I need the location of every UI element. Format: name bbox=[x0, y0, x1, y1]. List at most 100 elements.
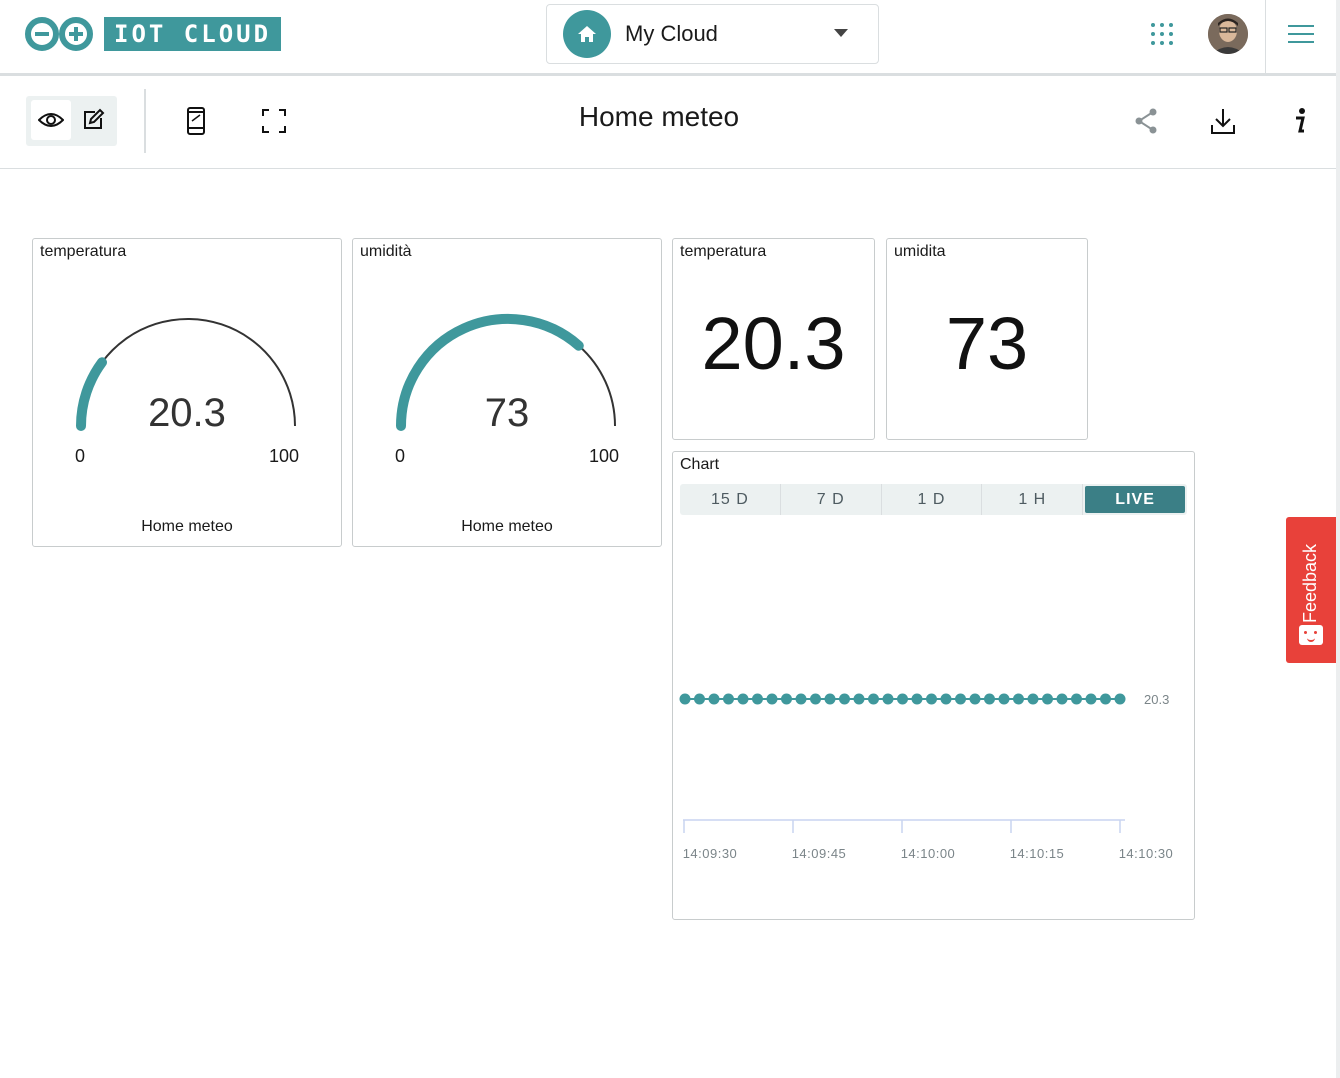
chart-data-point bbox=[1100, 693, 1111, 705]
mobile-view-button[interactable] bbox=[182, 107, 210, 135]
chart-data-point bbox=[1071, 693, 1082, 705]
chart-data-point bbox=[853, 693, 865, 705]
gauge-min-label: 0 bbox=[75, 446, 86, 466]
top-header: IOT CLOUD My Cloud bbox=[0, 0, 1340, 76]
eye-icon bbox=[38, 113, 64, 127]
value-display: 20.3 bbox=[701, 302, 846, 385]
download-button[interactable] bbox=[1209, 107, 1237, 135]
value-display: 73 bbox=[945, 302, 1029, 385]
chart-data-point bbox=[984, 693, 995, 705]
arduino-logo[interactable]: IOT CLOUD bbox=[24, 16, 282, 52]
toolbar-divider bbox=[144, 89, 146, 153]
chart-x-tick-label: 14:10:15 bbox=[1010, 846, 1065, 861]
tab-7d[interactable]: 7 D bbox=[781, 484, 882, 515]
chart-data-point bbox=[781, 693, 792, 705]
chart-data-point bbox=[1114, 693, 1126, 705]
gauge-widget-humidity[interactable]: umidità 73 0 100 Home meteo bbox=[352, 238, 662, 547]
chart-data-point bbox=[737, 693, 749, 705]
gauge-widget-temperature[interactable]: temperatura 20.3 0 100 Home meteo bbox=[32, 238, 342, 547]
chart-data-point bbox=[708, 693, 720, 705]
chart-data-point bbox=[723, 693, 734, 705]
chart-data-point bbox=[694, 693, 705, 705]
widget-label: umidita bbox=[894, 243, 946, 260]
gauge-temperature-arc bbox=[75, 317, 296, 431]
chart-widget[interactable]: 14:09:30 14:09:45 14:10:00 14:10:15 14:10:30… bbox=[672, 451, 1195, 920]
chart-data-point bbox=[752, 693, 763, 705]
share-icon bbox=[1135, 108, 1157, 134]
dashboard-title: Home meteo bbox=[578, 101, 740, 132]
gauge-max-label: 100 bbox=[268, 446, 299, 466]
gauge-max-label: 100 bbox=[588, 446, 619, 466]
fullscreen-icon bbox=[262, 109, 286, 133]
widget-label: umidità bbox=[360, 243, 412, 260]
chart-data-point bbox=[868, 693, 879, 705]
widget-label: temperatura bbox=[680, 243, 767, 260]
chart-last-value-label: 20.3 bbox=[1144, 692, 1169, 707]
chart-data-point bbox=[897, 693, 908, 705]
value-widget-humidity[interactable]: umidita 73 bbox=[886, 238, 1088, 440]
mobile-icon bbox=[187, 107, 205, 135]
tab-15d[interactable]: 15 D bbox=[680, 484, 781, 515]
chart-x-tick-label: 14:09:30 bbox=[683, 846, 738, 861]
chart-data-point bbox=[1056, 693, 1068, 705]
time-range-tabs: 15 D 7 D 1 D 1 H LIVE bbox=[680, 484, 1187, 515]
apps-grid-icon[interactable] bbox=[1150, 22, 1174, 46]
feedback-tab[interactable]: Feedback bbox=[1286, 517, 1336, 663]
feedback-face-icon bbox=[1299, 625, 1323, 645]
header-divider bbox=[1265, 0, 1266, 73]
view-mode-button[interactable] bbox=[31, 100, 71, 140]
space-name: My Cloud bbox=[625, 21, 718, 46]
caret-down-icon bbox=[834, 29, 848, 37]
chart-data-point bbox=[882, 693, 894, 705]
edit-icon bbox=[84, 108, 105, 129]
chart-data-point bbox=[824, 693, 836, 705]
chart-data-point bbox=[766, 693, 778, 705]
chart-data-point bbox=[926, 693, 937, 705]
gauge-value: 73 bbox=[484, 391, 530, 435]
gauge-humidity-arc bbox=[396, 313, 617, 431]
tab-1h[interactable]: 1 H bbox=[982, 484, 1084, 515]
view-edit-toggle bbox=[26, 96, 117, 146]
tab-live[interactable]: LIVE bbox=[1085, 486, 1185, 513]
share-button[interactable] bbox=[1132, 107, 1160, 135]
info-icon bbox=[1296, 108, 1305, 133]
download-icon bbox=[1211, 109, 1235, 134]
chart-data-point bbox=[810, 693, 821, 705]
gauge-min-label: 0 bbox=[395, 446, 406, 466]
widget-label: temperatura bbox=[40, 243, 127, 260]
hamburger-menu-icon[interactable] bbox=[1288, 24, 1314, 44]
chart-data-point bbox=[795, 693, 807, 705]
value-widget-temperature[interactable]: temperatura 20.3 bbox=[672, 238, 875, 440]
chart-data-point bbox=[839, 693, 850, 705]
scrollbar-edge bbox=[1336, 0, 1340, 1078]
chart-data-point bbox=[1085, 693, 1097, 705]
avatar[interactable] bbox=[1208, 14, 1248, 54]
gauge-fill bbox=[75, 357, 107, 431]
chart-x-tick-label: 14:10:30 bbox=[1119, 846, 1174, 861]
gauge-fill bbox=[396, 313, 584, 431]
space-selector[interactable]: My Cloud bbox=[546, 4, 879, 64]
chart-data-point bbox=[679, 693, 691, 705]
chart-data-point bbox=[911, 693, 923, 705]
gauge-track bbox=[578, 344, 617, 427]
logo-text: IOT CLOUD bbox=[104, 17, 282, 51]
chart-plot: 14:09:30 14:09:45 14:10:00 14:10:15 14:10:30… bbox=[679, 692, 1174, 861]
chart-x-tick-label: 14:10:00 bbox=[901, 846, 956, 861]
chart-x-tick-label: 14:09:45 bbox=[792, 846, 847, 861]
info-button[interactable] bbox=[1286, 107, 1314, 135]
edit-mode-button[interactable] bbox=[73, 100, 113, 140]
gauge-track bbox=[101, 317, 296, 427]
chart-data-point bbox=[1027, 693, 1039, 705]
chart-data-point bbox=[940, 693, 952, 705]
dashboard-toolbar: Home meteo bbox=[0, 79, 1336, 169]
chart-data-point bbox=[1013, 693, 1024, 705]
chart-data-point bbox=[998, 693, 1010, 705]
home-icon bbox=[563, 10, 611, 58]
gauge-thing-name: Home meteo bbox=[141, 518, 233, 535]
widget-label: Chart bbox=[680, 456, 720, 473]
gauge-thing-name: Home meteo bbox=[461, 518, 553, 535]
tab-1d[interactable]: 1 D bbox=[882, 484, 983, 515]
arduino-infinity-icon bbox=[25, 17, 93, 51]
fullscreen-button[interactable] bbox=[260, 107, 288, 135]
feedback-label: Feedback bbox=[1300, 543, 1320, 623]
